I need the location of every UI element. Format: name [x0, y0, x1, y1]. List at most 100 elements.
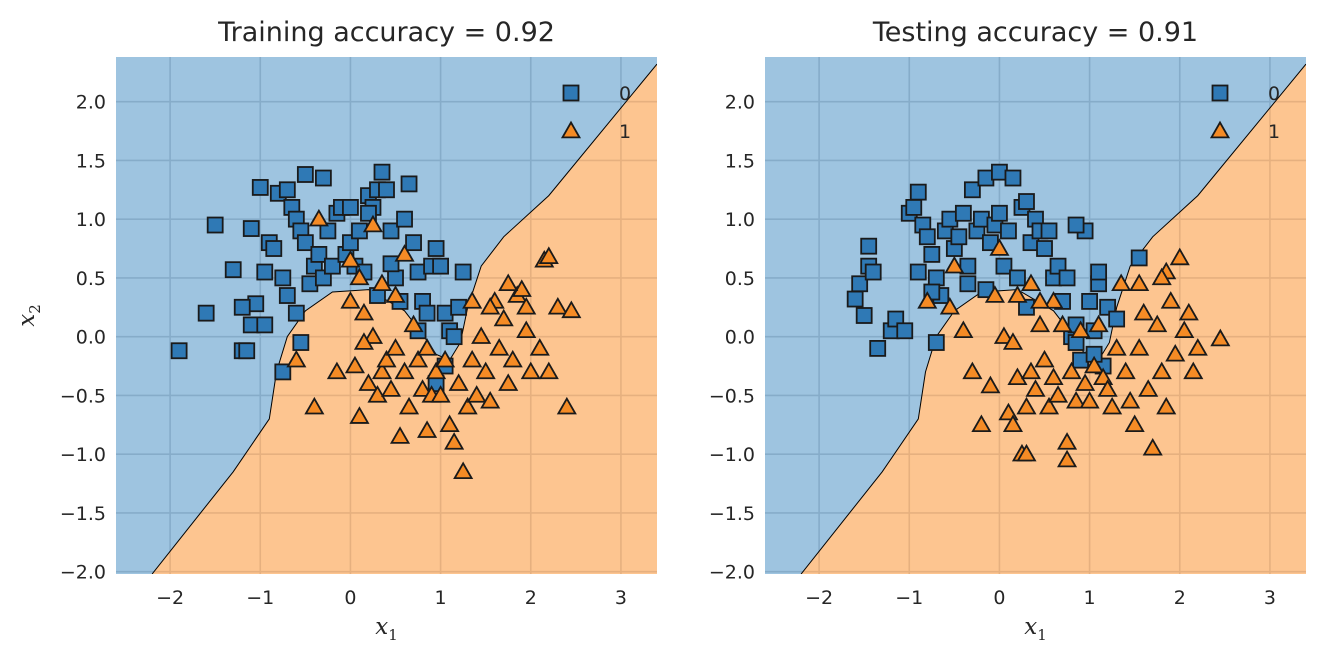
class-0-point — [909, 183, 927, 201]
class-1-point — [498, 273, 519, 292]
legend: 01 — [560, 83, 631, 143]
class-1-point — [417, 338, 438, 356]
y-tick-label: −1.5 — [60, 503, 106, 525]
class-0-point — [342, 198, 359, 216]
class-1-point — [1138, 379, 1159, 397]
chart-title: Training accuracy = 0.92 — [217, 17, 555, 48]
class-1-point — [426, 361, 447, 380]
y-axis-label: x2 — [14, 304, 44, 327]
class-0-point — [265, 240, 283, 257]
class-1-point — [953, 320, 974, 339]
class-0-point — [963, 181, 981, 199]
class-1-point — [367, 385, 388, 403]
class-1-point — [462, 291, 483, 309]
class-1-point — [326, 361, 347, 380]
x-tick-label: −2 — [805, 587, 833, 609]
class-1-point — [1129, 273, 1150, 292]
class-1-point — [480, 390, 501, 409]
class-1-point — [1020, 361, 1042, 380]
class-1-point — [340, 249, 361, 268]
class-1-point — [358, 373, 379, 391]
class-0-point — [905, 198, 923, 216]
class-0-point — [251, 179, 269, 196]
class-0-point — [432, 257, 450, 275]
class-0-point — [1081, 292, 1098, 310]
class-1-point — [489, 338, 510, 356]
class-1-point — [362, 214, 384, 233]
class-0-point — [1036, 240, 1053, 257]
legend-marker-triangle — [560, 120, 582, 139]
legend-marker-square — [562, 84, 580, 102]
class-1-point — [1147, 314, 1168, 333]
class-1-point — [385, 338, 406, 356]
y-tick-label: −1.0 — [60, 444, 106, 466]
class-0-point — [445, 328, 463, 346]
x-tick-label: 1 — [435, 587, 447, 609]
class-0-point — [382, 255, 400, 273]
class-0-point — [1090, 263, 1108, 281]
class-0-point — [860, 237, 878, 255]
class-1-point — [529, 338, 550, 356]
class-1-point — [286, 349, 307, 368]
class-1-point — [362, 326, 384, 344]
testing-panel: Testing accuracy = 0.91−2 −1 0 1 2 3−2.0−1.5−… — [709, 17, 1306, 644]
class-1-point — [1124, 414, 1145, 433]
class-1-point — [1047, 385, 1069, 403]
class-1-point — [1102, 396, 1123, 415]
class-0-point — [869, 339, 887, 357]
class-1-point — [453, 461, 474, 480]
class-1-point — [511, 279, 532, 297]
legend: 01 — [1209, 83, 1280, 143]
class-0-point — [1040, 222, 1058, 240]
class-1-point — [1210, 328, 1231, 347]
class-0-point — [296, 166, 314, 183]
class-1-point — [1029, 314, 1051, 333]
class-1-point — [444, 432, 465, 450]
class-1-point — [516, 296, 537, 315]
class-1-point — [435, 349, 456, 368]
class-1-point — [1061, 361, 1082, 380]
class-1-point — [1007, 367, 1028, 386]
class-1-point — [1133, 302, 1154, 321]
class-0-point — [170, 342, 188, 360]
training-panel: Training accuracy = 0.92−2 −1 0 1 2 3−2.0−1.5… — [14, 17, 657, 644]
y-tick-label: −2.0 — [60, 562, 106, 584]
x-tick-label: −1 — [895, 587, 923, 609]
class-1-point — [408, 349, 429, 368]
class-1-point — [385, 285, 406, 303]
class-1-point — [498, 373, 519, 391]
class-0-point — [846, 290, 864, 308]
class-1-point — [944, 255, 965, 274]
class-0-point — [274, 363, 292, 381]
class-1-point — [502, 349, 523, 368]
y-tick-label: 1.0 — [725, 209, 755, 231]
class-1-point — [1088, 314, 1109, 333]
class-0-point — [287, 304, 305, 322]
class-0-point — [427, 240, 445, 257]
class-1-point — [344, 355, 365, 374]
class-1-point — [394, 244, 415, 262]
class-1-point — [1034, 349, 1055, 368]
class-0-point — [1058, 269, 1076, 287]
class-0-point — [387, 269, 404, 287]
class-1-point — [1029, 291, 1051, 309]
class-1-point — [1007, 285, 1028, 303]
data-points — [170, 163, 582, 480]
x-tick-label: −2 — [156, 587, 184, 609]
class-1-point — [371, 273, 393, 292]
class-1-point — [1052, 314, 1073, 333]
class-1-point — [403, 314, 424, 333]
x-tick-label: −1 — [246, 587, 274, 609]
class-1-point — [340, 291, 361, 309]
class-1-point — [1075, 373, 1096, 391]
class-1-point — [466, 385, 487, 403]
class-0-point — [995, 257, 1013, 275]
class-0-point — [1004, 169, 1022, 187]
y-tick-label: 0.5 — [76, 268, 106, 290]
x-axis-label: x1 — [375, 614, 398, 644]
class-1-point — [1016, 396, 1037, 415]
class-1-point — [457, 396, 478, 415]
class-0-point — [206, 216, 224, 234]
class-1-point — [480, 296, 501, 315]
